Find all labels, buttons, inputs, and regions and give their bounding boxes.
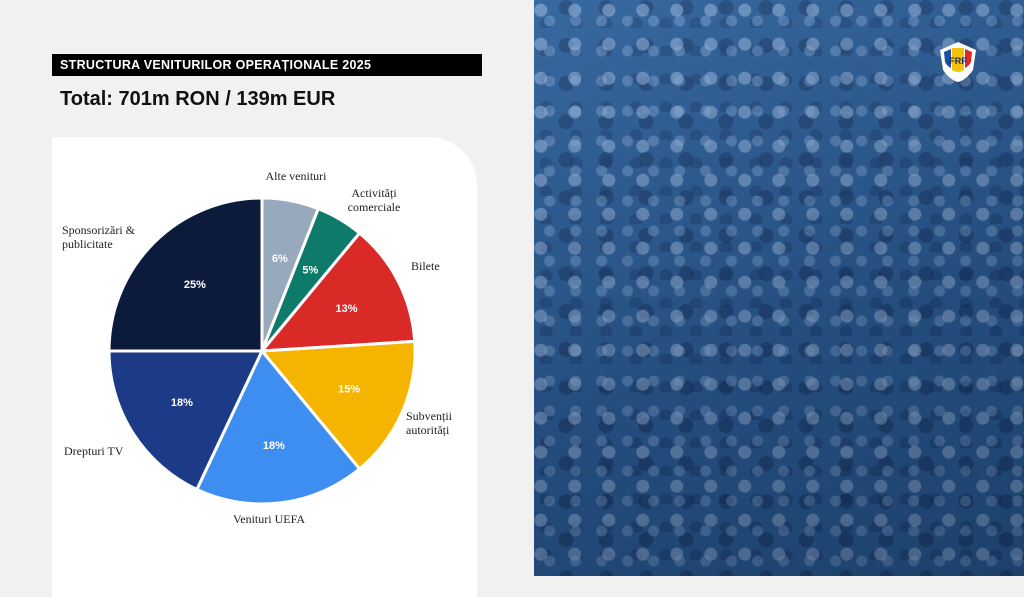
category-label: Sponsorizări & publicitate <box>62 223 136 251</box>
frf-logo-icon: FRF <box>940 42 976 82</box>
category-label: Venituri UEFA <box>233 512 305 526</box>
pie-slice <box>107 196 264 353</box>
slice-percent-label: 13% <box>335 303 357 315</box>
category-label: Drepturi TV <box>64 444 124 458</box>
logo-text: FRF <box>949 56 967 66</box>
pie-chart: 6% 5% 13% 15% 18% 18% 25% Alte venituri Activită… <box>62 169 453 526</box>
category-label: Subvenții autorități <box>406 409 453 437</box>
category-label: Bilete <box>411 259 440 273</box>
slice-percent-label: 15% <box>338 384 360 396</box>
pie-slice <box>107 349 264 491</box>
chart-title: STRUCTURA VENITURILOR OPERAȚIONALE 2025 <box>52 54 482 76</box>
pie-slice <box>260 231 417 353</box>
chart-subtitle: Total: 701m RON / 139m EUR <box>60 88 336 110</box>
slice-percent-label: 6% <box>272 253 288 265</box>
slice-percent-label: 5% <box>302 264 318 276</box>
pie-slice <box>195 349 362 506</box>
category-label: Alte venituri <box>266 169 328 183</box>
crowd-shade <box>534 0 1024 576</box>
crowd-texture <box>534 0 1024 576</box>
slice-percent-label: 18% <box>263 440 285 452</box>
slice-percent-label: 25% <box>184 279 206 291</box>
category-label: Activități comerciale <box>348 186 401 214</box>
pie-slice <box>260 339 417 471</box>
background-photo <box>534 0 1024 576</box>
slice-percent-label: 18% <box>171 397 193 409</box>
